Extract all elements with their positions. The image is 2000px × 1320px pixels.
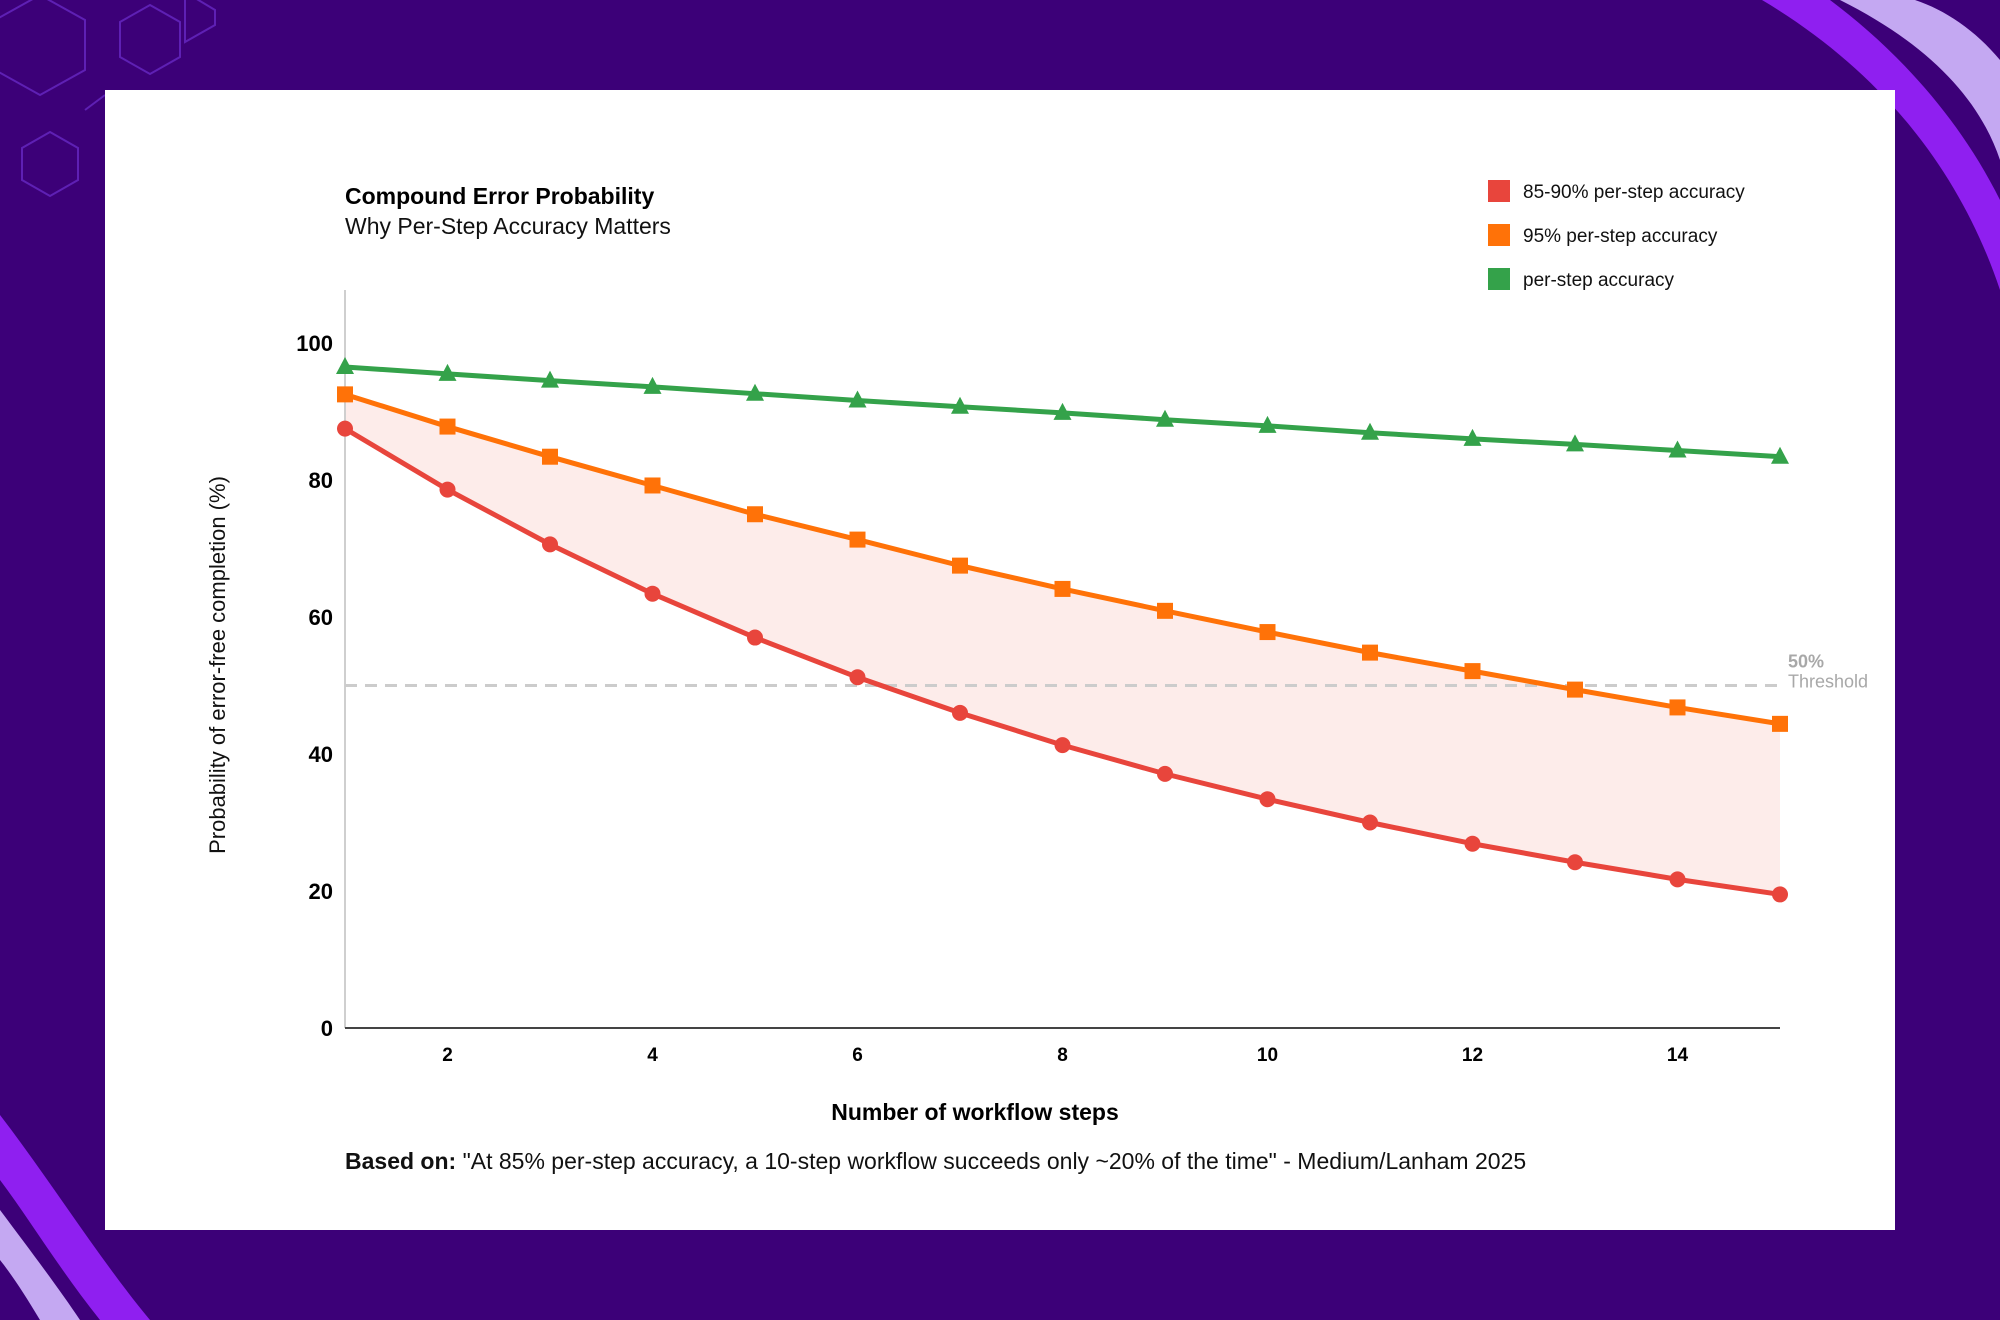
y-tick-label: 60 — [309, 605, 333, 630]
y-axis-label: Probability of error-free completion (%) — [205, 476, 230, 854]
data-point — [848, 390, 867, 408]
y-tick-label: 20 — [309, 879, 333, 904]
data-point — [1259, 624, 1276, 641]
corner-swoosh-bottom-left-light — [0, 1210, 80, 1320]
x-tick-label: 12 — [1462, 1045, 1483, 1066]
chart-card: Compound Error Probability Why Per-Step … — [105, 90, 1895, 1230]
data-point — [337, 420, 353, 437]
data-point — [952, 557, 968, 574]
data-point — [439, 481, 456, 498]
y-tick-label: 40 — [309, 742, 333, 767]
data-point — [336, 356, 354, 374]
data-point — [1464, 663, 1481, 680]
data-point — [747, 629, 763, 646]
y-tick-label: 80 — [309, 468, 333, 493]
chart-subtitle: Why Per-Step Accuracy Matters — [345, 213, 671, 239]
threshold-value-label: 50% — [1788, 652, 1824, 672]
data-point — [746, 383, 764, 401]
data-point — [1054, 580, 1071, 597]
data-point — [1669, 699, 1686, 716]
data-point — [541, 370, 559, 388]
legend-label-series-1: 85-90% per-step accuracy — [1523, 182, 1745, 203]
data-point — [1054, 737, 1071, 754]
line-chart: Compound Error Probability Why Per-Step … — [205, 180, 1868, 1125]
data-point — [438, 363, 457, 381]
data-point — [1156, 409, 1174, 427]
threshold-label: Threshold — [1788, 672, 1868, 692]
data-point — [1771, 446, 1789, 464]
legend-label-series-2: 95% per-step accuracy — [1523, 226, 1718, 247]
source-footnote: Based on: "At 85% per-step accuracy, a 1… — [345, 1148, 1845, 1175]
data-point — [1464, 835, 1481, 852]
data-point — [337, 386, 353, 403]
legend: 85-90% per-step accuracy 95% per-step ac… — [1488, 180, 1745, 291]
data-point — [1567, 681, 1583, 698]
x-tick-label: 10 — [1257, 1045, 1278, 1066]
x-tick-label: 8 — [1057, 1045, 1068, 1066]
data-point — [1362, 644, 1378, 661]
data-point — [1053, 402, 1072, 420]
footnote-text: "At 85% per-step accuracy, a 10-step wor… — [462, 1148, 1527, 1174]
data-point — [542, 536, 558, 553]
corner-swoosh-bottom-left — [0, 1115, 150, 1320]
x-tick-label: 2 — [442, 1045, 453, 1066]
corner-swoosh-top-right-light — [1840, 0, 2000, 160]
data-point — [644, 477, 661, 494]
data-point — [643, 376, 662, 394]
legend-label-series-3: per-step accuracy — [1523, 270, 1675, 291]
data-point — [1157, 765, 1173, 782]
data-point — [1157, 602, 1173, 619]
y-tick-label: 100 — [296, 331, 333, 356]
data-point — [1362, 814, 1378, 831]
data-point — [1668, 440, 1687, 458]
data-point — [849, 531, 866, 548]
legend-swatch-green — [1488, 268, 1510, 290]
data-point — [644, 585, 661, 602]
data-point — [952, 704, 968, 721]
data-point — [747, 506, 763, 523]
data-point — [951, 396, 969, 414]
data-point — [1567, 854, 1583, 871]
data-point — [849, 669, 866, 686]
data-point — [1566, 434, 1584, 452]
x-axis-label: Number of workflow steps — [831, 1099, 1119, 1125]
data-point — [542, 448, 558, 465]
chart-title: Compound Error Probability — [345, 183, 654, 209]
data-point — [1361, 422, 1379, 440]
data-point — [439, 418, 456, 435]
data-point — [1259, 791, 1276, 808]
plot-area: 0 20 40 60 80 100 2 4 6 8 10 12 14 50%Threshold — [296, 290, 1868, 1066]
legend-swatch-red — [1488, 180, 1510, 202]
legend-swatch-orange — [1488, 224, 1510, 246]
data-point — [1669, 871, 1686, 888]
hexagon-pattern-icon — [0, 0, 216, 198]
data-point — [1772, 715, 1788, 732]
x-tick-label: 14 — [1667, 1045, 1689, 1066]
shaded-band — [345, 394, 1780, 895]
data-point — [1772, 886, 1788, 903]
x-tick-label: 6 — [852, 1045, 863, 1066]
data-point — [1258, 415, 1277, 433]
corner-swoosh-top-right — [1762, 0, 2000, 290]
data-point — [1463, 428, 1482, 446]
y-tick-label: 0 — [321, 1016, 333, 1041]
x-tick-label: 4 — [647, 1045, 658, 1066]
footnote-label: Based on: — [345, 1148, 457, 1174]
